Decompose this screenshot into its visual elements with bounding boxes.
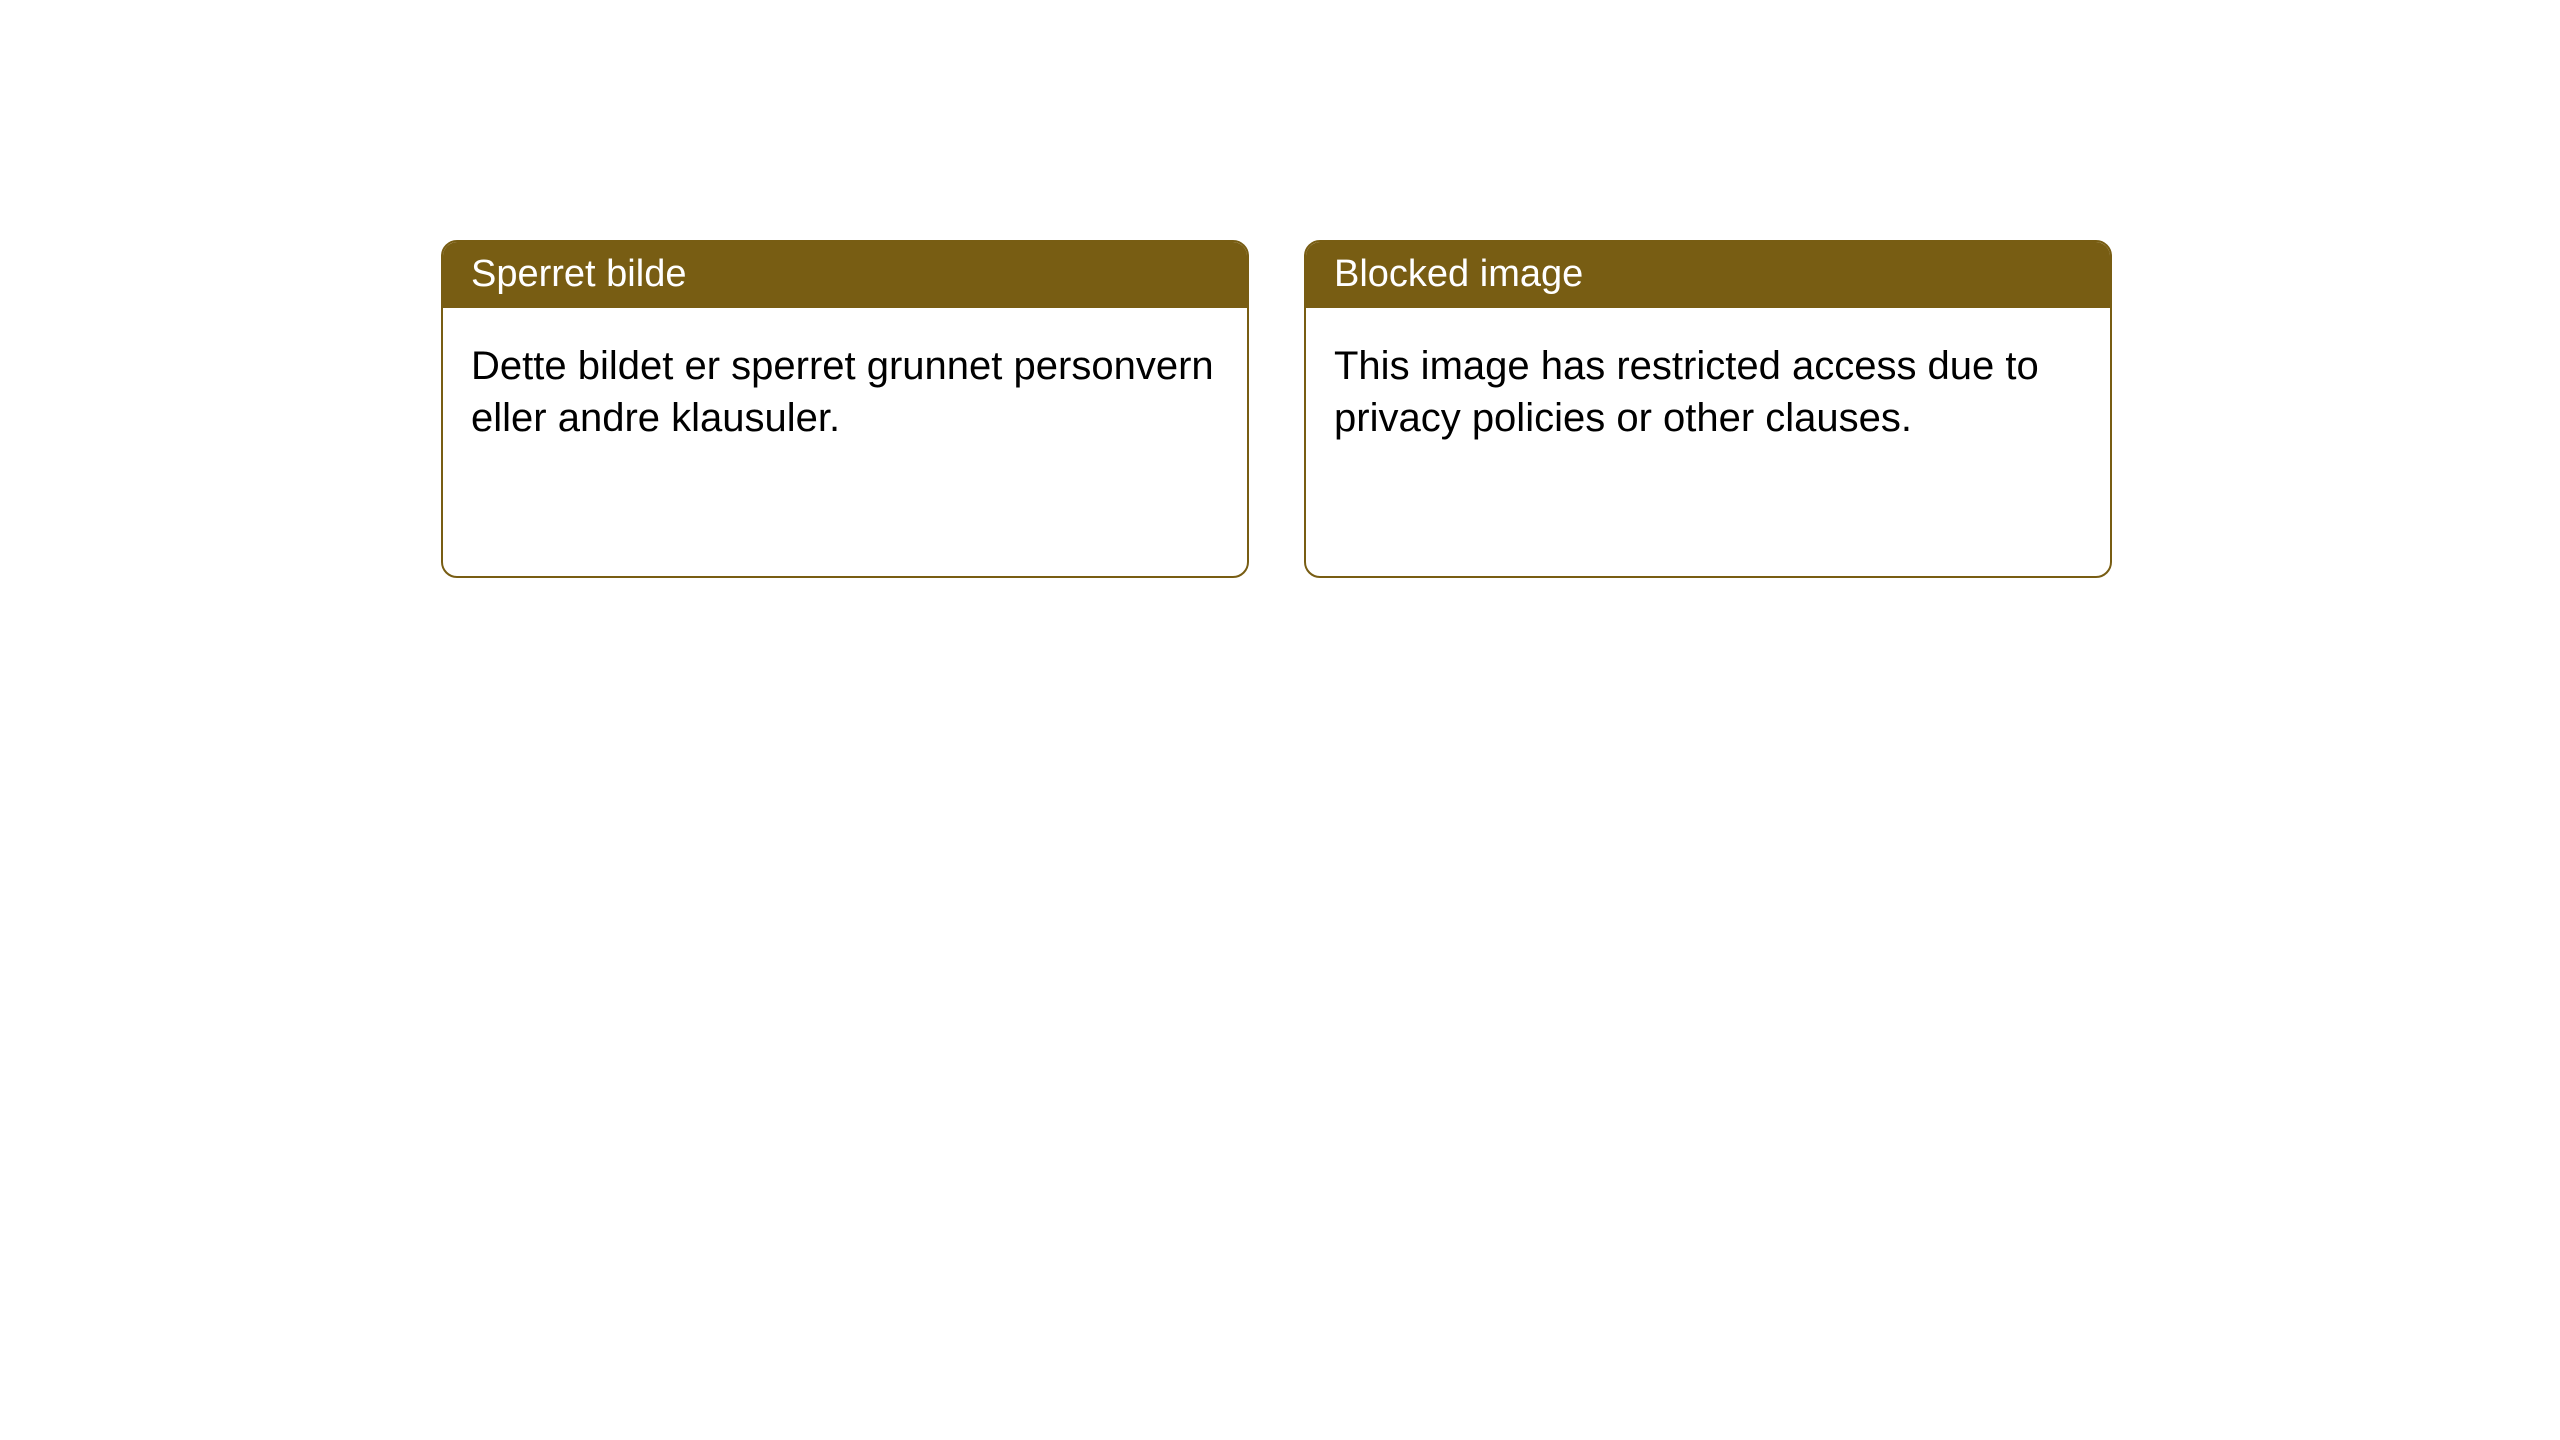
notice-body: Dette bildet er sperret grunnet personve… xyxy=(443,308,1247,478)
notice-card-english: Blocked image This image has restricted … xyxy=(1304,240,2112,578)
notice-title: Sperret bilde xyxy=(443,242,1247,308)
notice-body: This image has restricted access due to … xyxy=(1306,308,2110,478)
notice-container: Sperret bilde Dette bildet er sperret gr… xyxy=(441,240,2112,578)
notice-title: Blocked image xyxy=(1306,242,2110,308)
notice-card-norwegian: Sperret bilde Dette bildet er sperret gr… xyxy=(441,240,1249,578)
